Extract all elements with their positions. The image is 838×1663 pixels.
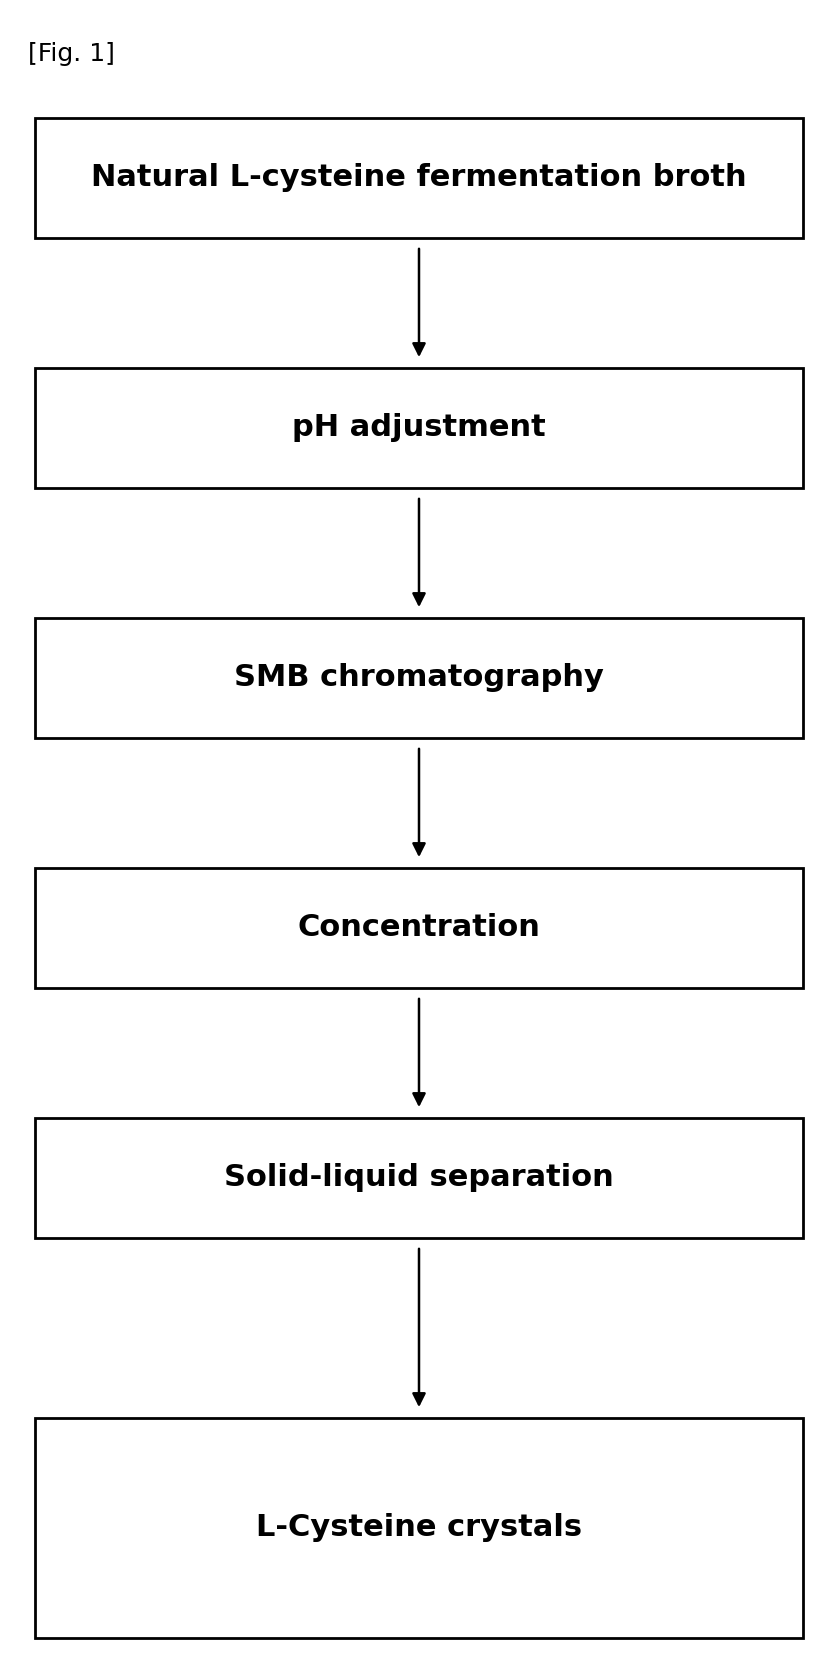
Bar xyxy=(35,118,803,238)
Text: [Fig. 1]: [Fig. 1] xyxy=(28,42,115,67)
Text: Natural L-cysteine fermentation broth: Natural L-cysteine fermentation broth xyxy=(91,163,747,193)
Bar xyxy=(35,868,803,988)
Text: Solid-liquid separation: Solid-liquid separation xyxy=(224,1164,614,1192)
Bar xyxy=(35,619,803,738)
Text: Concentration: Concentration xyxy=(297,913,541,943)
Bar xyxy=(35,1419,803,1638)
Bar xyxy=(35,1118,803,1237)
Text: L-Cysteine crystals: L-Cysteine crystals xyxy=(256,1513,582,1543)
Text: SMB chromatography: SMB chromatography xyxy=(234,664,604,692)
Text: pH adjustment: pH adjustment xyxy=(292,414,546,442)
Bar xyxy=(35,368,803,487)
